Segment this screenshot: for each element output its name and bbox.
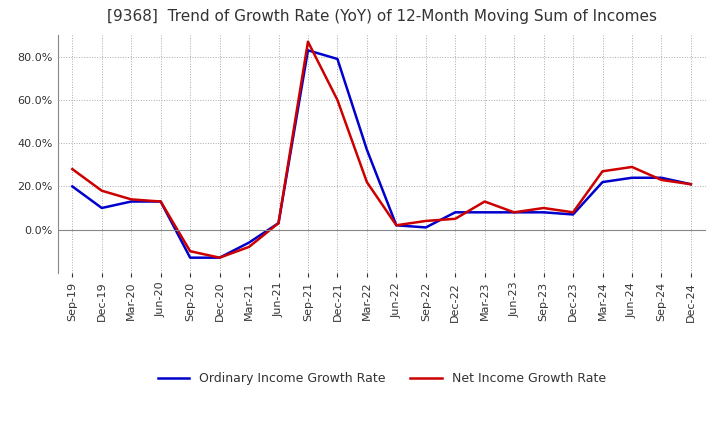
Ordinary Income Growth Rate bbox=[156, 199, 165, 204]
Net Income Growth Rate bbox=[97, 188, 106, 193]
Ordinary Income Growth Rate bbox=[657, 175, 666, 180]
Ordinary Income Growth Rate bbox=[451, 210, 459, 215]
Net Income Growth Rate bbox=[451, 216, 459, 221]
Net Income Growth Rate bbox=[333, 97, 342, 103]
Net Income Growth Rate bbox=[687, 182, 696, 187]
Net Income Growth Rate bbox=[156, 199, 165, 204]
Net Income Growth Rate bbox=[68, 166, 76, 172]
Ordinary Income Growth Rate bbox=[687, 182, 696, 187]
Ordinary Income Growth Rate bbox=[304, 48, 312, 53]
Ordinary Income Growth Rate bbox=[598, 180, 607, 185]
Ordinary Income Growth Rate bbox=[392, 223, 400, 228]
Net Income Growth Rate bbox=[657, 177, 666, 183]
Net Income Growth Rate bbox=[363, 180, 372, 185]
Ordinary Income Growth Rate bbox=[127, 199, 135, 204]
Ordinary Income Growth Rate bbox=[245, 240, 253, 245]
Line: Net Income Growth Rate: Net Income Growth Rate bbox=[72, 42, 691, 258]
Net Income Growth Rate bbox=[215, 255, 224, 260]
Ordinary Income Growth Rate bbox=[539, 210, 548, 215]
Line: Ordinary Income Growth Rate: Ordinary Income Growth Rate bbox=[72, 50, 691, 258]
Ordinary Income Growth Rate bbox=[421, 225, 430, 230]
Ordinary Income Growth Rate bbox=[569, 212, 577, 217]
Net Income Growth Rate bbox=[304, 39, 312, 44]
Ordinary Income Growth Rate bbox=[628, 175, 636, 180]
Ordinary Income Growth Rate bbox=[363, 147, 372, 152]
Ordinary Income Growth Rate bbox=[97, 205, 106, 211]
Net Income Growth Rate bbox=[539, 205, 548, 211]
Ordinary Income Growth Rate bbox=[510, 210, 518, 215]
Net Income Growth Rate bbox=[127, 197, 135, 202]
Ordinary Income Growth Rate bbox=[274, 220, 283, 226]
Ordinary Income Growth Rate bbox=[480, 210, 489, 215]
Net Income Growth Rate bbox=[598, 169, 607, 174]
Net Income Growth Rate bbox=[421, 218, 430, 224]
Net Income Growth Rate bbox=[274, 220, 283, 226]
Ordinary Income Growth Rate bbox=[333, 56, 342, 62]
Net Income Growth Rate bbox=[628, 164, 636, 169]
Net Income Growth Rate bbox=[186, 249, 194, 254]
Net Income Growth Rate bbox=[510, 210, 518, 215]
Net Income Growth Rate bbox=[569, 210, 577, 215]
Ordinary Income Growth Rate bbox=[68, 184, 76, 189]
Ordinary Income Growth Rate bbox=[215, 255, 224, 260]
Net Income Growth Rate bbox=[480, 199, 489, 204]
Title: [9368]  Trend of Growth Rate (YoY) of 12-Month Moving Sum of Incomes: [9368] Trend of Growth Rate (YoY) of 12-… bbox=[107, 9, 657, 24]
Net Income Growth Rate bbox=[392, 223, 400, 228]
Legend: Ordinary Income Growth Rate, Net Income Growth Rate: Ordinary Income Growth Rate, Net Income … bbox=[153, 367, 611, 390]
Net Income Growth Rate bbox=[245, 244, 253, 249]
Ordinary Income Growth Rate bbox=[186, 255, 194, 260]
